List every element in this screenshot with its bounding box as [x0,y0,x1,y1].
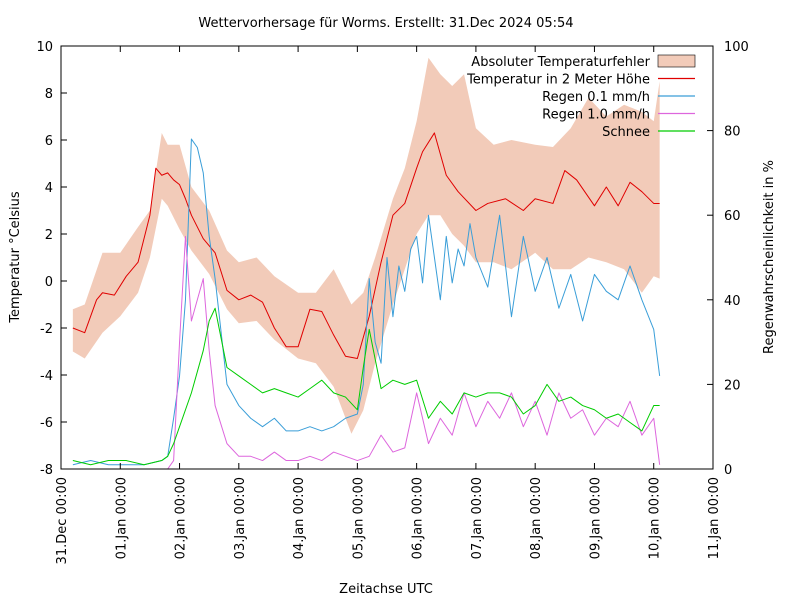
y2-tick-label: 20 [724,378,741,393]
x-tick-label: 06.Jan 00:00 [411,477,426,559]
y-tick-label: -2 [40,322,53,337]
x-tick-label: 03.Jan 00:00 [233,477,248,559]
series-layer [72,132,661,470]
y-tick-label: -6 [40,416,53,431]
y-tick-label: 8 [45,87,53,102]
x-tick-label: 09.Jan 00:00 [588,477,603,559]
x-tick-label: 08.Jan 00:00 [529,477,544,559]
plot-border [60,45,714,470]
y-tick-label: 10 [36,40,53,55]
legend-swatch [657,54,696,68]
y-axis-label: Temperatur °Celsius [8,191,23,324]
x-tick-label: 07.Jan 00:00 [470,477,485,559]
series-band-absoluter-temperaturfehler [72,57,660,434]
x-tick-label: 01.Jan 00:00 [114,477,129,559]
legend: Absoluter Temperaturfehler Temperatur in … [466,54,696,140]
band-layer [72,57,660,434]
x-tick-label: 02.Jan 00:00 [174,477,189,559]
y2-tick-label: 60 [724,209,741,224]
series-line-regen-1-0-mm-h [72,235,661,470]
chart-title: Wettervorhersage für Worms. Erstellt: 31… [198,16,573,31]
legend-label: Regen 1.0 mm/h [542,108,650,123]
y2-tick-label: 0 [724,463,732,478]
y-tick-label: 4 [45,181,53,196]
x-tick-label: 31.Dec 00:00 [55,477,70,564]
y2-axis-label: Regenwahrscheinlichkeit in % [762,160,777,354]
legend-label: Schnee [602,125,650,140]
x-tick-label: 05.Jan 00:00 [351,477,366,559]
x-tick-label: 10.Jan 00:00 [648,477,663,559]
y-tick-label: 0 [45,275,53,290]
y2-tick-label: 40 [724,294,741,309]
x-tick-label: 11.Jan 00:00 [707,477,722,559]
legend-label: Absoluter Temperaturfehler [471,55,650,70]
legend-label: Temperatur in 2 Meter Höhe [466,73,650,88]
y-tick-label: 2 [45,228,53,243]
x-tick-label: 04.Jan 00:00 [292,477,307,559]
series-line-schnee [72,307,660,466]
y2-tick-label: 80 [724,125,741,140]
x-axis-label: Zeitachse UTC [339,582,433,597]
y2-tick-label: 100 [724,40,749,55]
y-tick-label: -8 [40,463,53,478]
y-tick-label: 6 [45,134,53,149]
y-tick-label: -4 [40,369,53,384]
series-line-temperatur-in-2-meter-höhe [72,132,660,360]
legend-label: Regen 0.1 mm/h [542,90,650,105]
series-line-regen-0-1-mm-h [72,138,661,466]
